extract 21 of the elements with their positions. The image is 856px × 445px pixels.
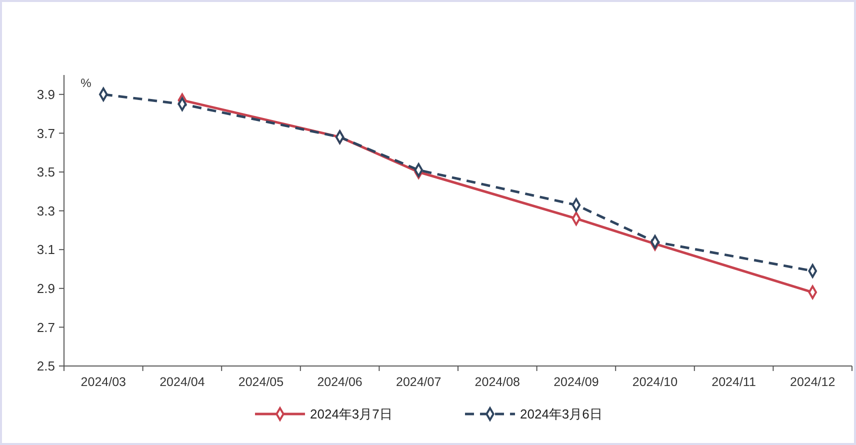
y-tick-label: 3.1 <box>36 242 55 258</box>
legend-label: 2024年3月7日 <box>310 406 392 422</box>
y-tick-label: 3.7 <box>36 126 55 141</box>
x-tick-label: 2024/08 <box>474 375 520 389</box>
x-tick-label: 2024/12 <box>790 375 836 389</box>
x-tick-label: 2024/10 <box>632 375 678 389</box>
y-tick-label: 2.7 <box>36 320 55 335</box>
y-tick-label: 2.5 <box>36 358 55 374</box>
x-tick-label: 2024/06 <box>317 375 362 389</box>
x-tick-label: 2024/07 <box>396 375 442 389</box>
x-tick-label: 2024/05 <box>238 375 284 389</box>
y-tick-label: 3.3 <box>36 203 55 218</box>
x-tick-label: 2024/04 <box>160 375 205 389</box>
legend-label: 2024年3月6日 <box>520 406 602 422</box>
y-tick-label: 3.5 <box>36 164 55 180</box>
y-axis-title: % <box>80 76 92 90</box>
x-tick-label: 2024/09 <box>554 375 599 389</box>
y-tick-label: 3.9 <box>36 86 55 102</box>
y-tick-label: 2.9 <box>36 280 55 296</box>
x-tick-label: 2024/03 <box>80 375 126 389</box>
x-tick-label: 2024/11 <box>712 375 756 389</box>
